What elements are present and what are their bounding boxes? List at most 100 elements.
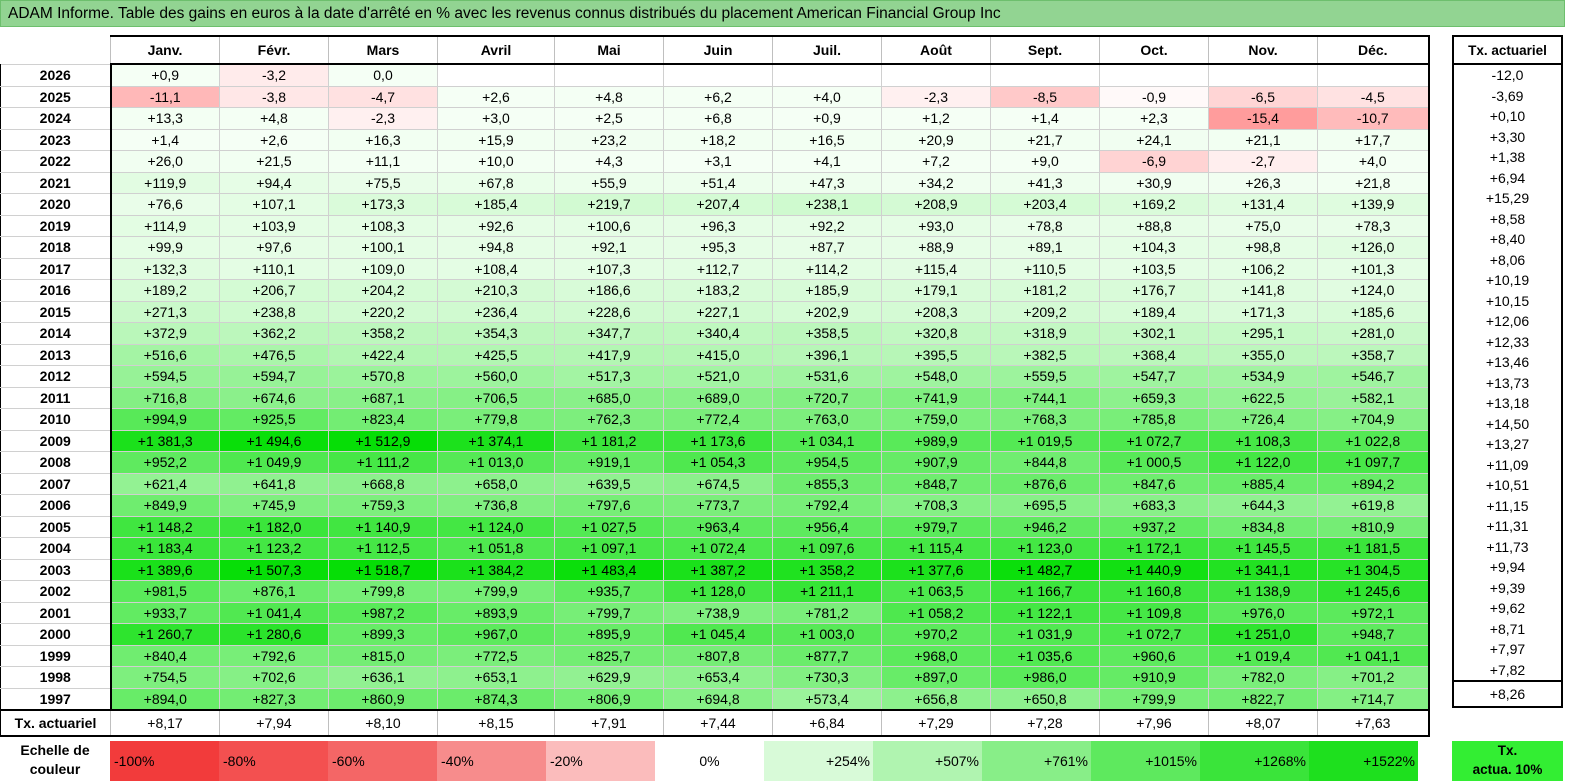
gain-cell: +517,3 (554, 365, 664, 388)
corner-cell (1, 36, 111, 64)
gain-cell: -6,9 (1099, 150, 1209, 173)
gain-cell: +799,8 (328, 580, 438, 603)
gain-cell: +822,7 (1208, 687, 1318, 711)
actuarial-row: +11,09 (1452, 454, 1563, 475)
gain-cell: +1 123,2 (219, 537, 329, 560)
gain-cell: +1,2 (881, 107, 991, 130)
gain-cell: +220,2 (328, 300, 438, 323)
gain-cell: +17,7 (1317, 128, 1430, 151)
gain-cell: +840,4 (109, 644, 220, 667)
gain-cell: +792,4 (772, 494, 882, 517)
gain-cell: +1 440,9 (1099, 558, 1209, 581)
table-row: 2025 -11,1 -3,8 -4,7 +2,6 +4,8 +6,2 +4,0 -2,3 -8,… (0, 85, 1430, 108)
actuarial-row: +9,94 (1452, 557, 1563, 578)
gain-cell: +93,0 (881, 214, 991, 237)
gain-cell: +1 148,2 (109, 515, 220, 538)
gain-cell: +1 072,7 (1099, 623, 1209, 646)
gain-cell: +108,3 (328, 214, 438, 237)
gain-cell: +1,4 (990, 107, 1100, 130)
footer-actuarial-cell: +7,29 (881, 709, 991, 737)
gain-cell: +21,5 (219, 150, 329, 173)
gain-cell: +745,9 (219, 494, 329, 517)
gain-cell: +895,9 (554, 623, 664, 646)
color-scale-cell: +254% (764, 741, 873, 781)
gain-cell: +799,9 (1099, 687, 1209, 711)
color-scale-cell: -60% (328, 741, 437, 781)
gain-cell: +89,1 (990, 236, 1100, 259)
gain-cell: +1 304,5 (1317, 558, 1430, 581)
actuarial-cell: +14,50 (1452, 413, 1563, 434)
gain-cell: +21,8 (1317, 171, 1430, 194)
year-label: 2009 (0, 429, 111, 452)
gain-cell: +1 384,2 (437, 558, 555, 581)
gain-cell: +726,4 (1208, 408, 1318, 431)
gain-cell: +132,3 (109, 257, 220, 280)
gain-cell: +893,9 (437, 601, 555, 624)
gain-cell: +547,7 (1099, 365, 1209, 388)
gain-cell: +594,5 (109, 365, 220, 388)
gain-cell: +2,6 (437, 85, 555, 108)
year-label: 2008 (0, 451, 111, 474)
actuarial-cell: +13,27 (1452, 434, 1563, 455)
year-label: 2007 (0, 472, 111, 495)
gain-cell: +104,3 (1099, 236, 1209, 259)
gain-cell: +1 512,9 (328, 429, 438, 452)
gain-cell: +271,3 (109, 300, 220, 323)
gain-cell: +210,3 (437, 279, 555, 302)
actuarial-row: +13,27 (1452, 434, 1563, 455)
gain-cell: +55,9 (554, 171, 664, 194)
gain-cell: +24,1 (1099, 128, 1209, 151)
gain-cell (1099, 63, 1209, 87)
gain-cell: +88,8 (1099, 214, 1209, 237)
gain-cell: +109,0 (328, 257, 438, 280)
gain-cell: +810,9 (1317, 515, 1430, 538)
gain-cell: +534,9 (1208, 365, 1318, 388)
gain-cell (881, 63, 991, 87)
month-header: Août (881, 35, 991, 65)
gain-cell: +653,1 (437, 666, 555, 689)
year-label: 1998 (0, 666, 111, 689)
gain-cell: +4,0 (1317, 150, 1430, 173)
actuarial-cell: +8,58 (1452, 208, 1563, 229)
color-scale-cells: -100% -80% -60% -40% -20% 0% +254% +507% +761% +1… (110, 741, 1418, 781)
actuarial-row: +10,19 (1452, 270, 1563, 291)
footer-actuarial-cell: +7,91 (554, 709, 664, 737)
gain-cell: +952,2 (109, 451, 220, 474)
gain-cell: +2,3 (1099, 107, 1209, 130)
gain-cell: +115,4 (881, 257, 991, 280)
gain-cell: +185,4 (437, 193, 555, 216)
year-label: 2025 (0, 85, 111, 108)
actuarial-cell: +10,51 (1452, 475, 1563, 496)
gain-cell: +208,9 (881, 193, 991, 216)
table-row: 2010 +994,9 +925,5 +823,4 +779,8 +762,3 +772,4… (0, 408, 1430, 431)
year-label: 2013 (0, 343, 111, 366)
actuarial-row: +13,18 (1452, 393, 1563, 414)
year-label: 2015 (0, 300, 111, 323)
gain-cell: +171,3 (1208, 300, 1318, 323)
gain-cell: +970,2 (881, 623, 991, 646)
gain-cell: +75,0 (1208, 214, 1318, 237)
gain-cell: -3,8 (219, 85, 329, 108)
gain-cell: +219,7 (554, 193, 664, 216)
gain-cell: +877,7 (772, 644, 882, 667)
gain-cell: +1 022,8 (1317, 429, 1430, 452)
actuarial-cell: +3,30 (1452, 126, 1563, 147)
gain-cell: +112,7 (663, 257, 773, 280)
gain-cell: +972,1 (1317, 601, 1430, 624)
actuarial-table: Tx. actuariel -12,0 -3,69 +0,10 +3,30 +1,38 +… (1452, 35, 1563, 708)
gain-cell: +785,8 (1099, 408, 1209, 431)
table-row: 2018 +99,9 +97,6 +100,1 +94,8 +92,1 +95,3 +87,7… (0, 236, 1430, 259)
gain-cell: +185,6 (1317, 300, 1430, 323)
gain-cell: +976,0 (1208, 601, 1318, 624)
gain-cell: +781,2 (772, 601, 882, 624)
gain-cell: +689,0 (663, 386, 773, 409)
gain-cell: +92,6 (437, 214, 555, 237)
gain-cell: +1 122,1 (990, 601, 1100, 624)
gain-cell: +1 173,6 (663, 429, 773, 452)
gain-cell: +708,3 (881, 494, 991, 517)
gain-cell: +910,9 (1099, 666, 1209, 689)
actuarial-row: +11,73 (1452, 536, 1563, 557)
footer-actuarial-cell: +7,44 (663, 709, 773, 737)
gain-cell: +185,9 (772, 279, 882, 302)
table-row: 2013 +516,6 +476,5 +422,4 +425,5 +417,9 +415,0… (0, 343, 1430, 366)
